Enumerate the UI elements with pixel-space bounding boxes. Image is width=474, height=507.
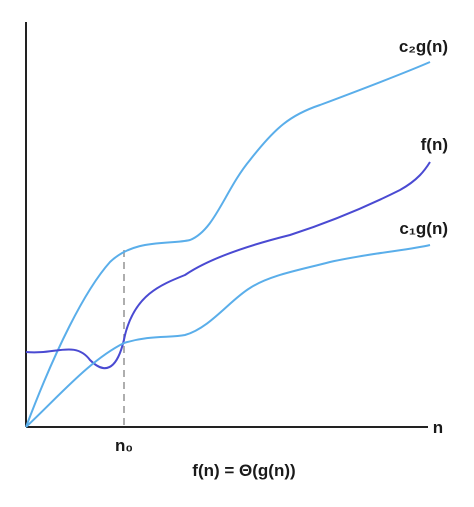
x-axis-label: n [433,418,443,437]
series-fn-curve [25,161,431,369]
series-c2gn-curve [25,61,431,428]
diagram-caption: f(n) = Θ(g(n)) [192,461,295,480]
series-c1gn-curve [25,244,431,428]
series-label-c1gn: c₁g(n) [399,219,448,238]
x-tick-label-n0: n₀ [115,436,133,455]
series-label-fn: f(n) [421,135,448,154]
series-label-c2gn: c₂g(n) [399,37,448,56]
